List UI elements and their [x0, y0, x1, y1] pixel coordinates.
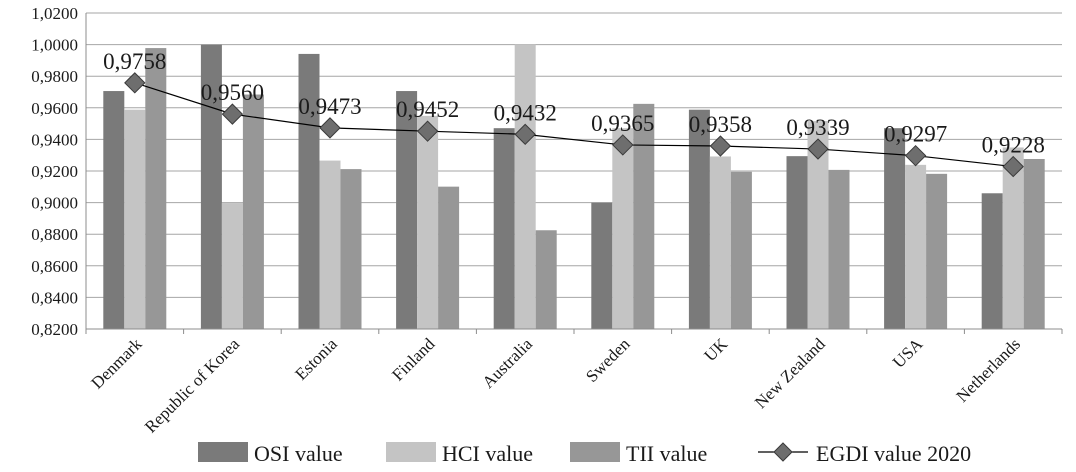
x-tick-label: Netherlands	[953, 334, 1025, 406]
bar	[926, 173, 948, 329]
data-label: 0,9228	[982, 133, 1045, 158]
egdi-point	[124, 72, 146, 94]
bar	[319, 160, 341, 329]
bar	[633, 103, 655, 329]
bar	[786, 156, 808, 329]
bar	[514, 44, 536, 329]
x-tick-label: Australia	[479, 334, 537, 392]
bar	[396, 91, 418, 329]
data-label: 0,9758	[103, 49, 166, 74]
data-label: 0,9560	[201, 80, 264, 105]
y-tick-label: 1,0000	[31, 36, 78, 55]
egdi-series-line	[134, 82, 1014, 168]
x-tick-label: Denmark	[87, 334, 146, 393]
legend: OSI value HCI value TII value EGDI value 20…	[198, 441, 971, 466]
bar	[828, 169, 850, 329]
egdi-point	[709, 135, 732, 157]
bar	[145, 48, 167, 330]
y-axis-tick-labels: 0,8200 0,8400 0,8600 0,8800 0,9000 0,9200 0,94…	[31, 4, 78, 339]
bar	[730, 171, 752, 329]
data-label: 0,9452	[396, 97, 459, 122]
y-tick-label: 0,9800	[31, 67, 78, 86]
y-tick-label: 0,8400	[31, 288, 78, 307]
x-tick-label: Republic of Korea	[141, 334, 244, 437]
bars	[103, 44, 1045, 330]
y-tick-label: 0,8200	[31, 320, 78, 339]
egdi-point	[221, 103, 244, 125]
legend-swatch	[198, 442, 248, 462]
bar	[981, 193, 1003, 329]
bar	[103, 91, 125, 329]
data-label: 0,9473	[298, 94, 361, 119]
data-label: 0,9365	[591, 111, 654, 136]
bar	[591, 202, 613, 329]
egdi-point	[319, 117, 341, 139]
bar	[200, 44, 222, 329]
bar	[438, 186, 460, 329]
bar	[298, 53, 320, 330]
y-tick-label: 0,9600	[31, 99, 78, 118]
bar	[1023, 158, 1045, 329]
data-label: 0,9432	[494, 100, 557, 125]
bar	[535, 230, 557, 329]
y-tick-label: 0,9200	[31, 162, 78, 181]
x-tick-label: UK	[700, 334, 731, 365]
egdi-point	[1002, 155, 1024, 178]
x-tick-label: Sweden	[582, 334, 634, 386]
bar	[1002, 147, 1024, 329]
egdi-point	[416, 120, 439, 142]
data-label: 0,9358	[689, 112, 752, 137]
bar	[612, 128, 634, 329]
y-tick-label: 1,0200	[31, 4, 78, 23]
legend-label: HCI value	[442, 441, 533, 466]
bar	[807, 121, 829, 330]
axes	[85, 13, 1063, 334]
bar	[417, 115, 439, 329]
legend-marker	[773, 442, 793, 462]
legend-swatch	[386, 442, 436, 462]
y-tick-label: 0,8600	[31, 257, 78, 276]
legend-swatch	[570, 442, 620, 462]
bar	[688, 109, 710, 329]
bar	[493, 128, 515, 329]
bar	[709, 156, 731, 329]
egdi-point	[514, 123, 536, 146]
egdi-point	[612, 134, 634, 156]
y-tick-label: 0,9000	[31, 194, 78, 213]
data-label: 0,9297	[884, 122, 947, 147]
legend-label: OSI value	[254, 441, 343, 466]
egdi-point	[904, 144, 927, 167]
x-tick-label: New Zealand	[751, 334, 829, 412]
data-label: 0,9339	[786, 115, 849, 140]
x-tick-label: Finland	[388, 334, 439, 385]
bar	[124, 109, 146, 329]
bar	[340, 169, 362, 329]
x-tick-label: Estonia	[291, 334, 341, 384]
y-tick-label: 0,8800	[31, 225, 78, 244]
x-tick-label: USA	[889, 334, 927, 372]
egdi-point	[807, 138, 829, 160]
legend-label: TII value	[626, 441, 707, 466]
bar	[884, 128, 906, 329]
egdi-line	[124, 72, 1024, 178]
y-tick-label: 0,9400	[31, 130, 78, 149]
bar	[242, 94, 264, 329]
legend-label: EGDI value 2020	[816, 441, 971, 466]
bar	[905, 164, 927, 329]
bar	[221, 203, 243, 329]
data-labels: 0,9758 0,9560 0,9473 0,9452 0,9432 0,9365 0,93…	[103, 49, 1045, 158]
